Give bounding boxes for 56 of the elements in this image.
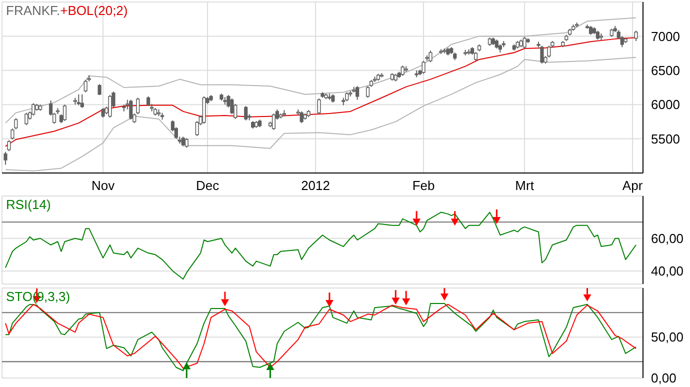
x-tick-label: Nov — [91, 178, 116, 194]
candlestick — [184, 138, 188, 148]
y-tick-label: 40,00 — [651, 264, 684, 279]
candlestick — [181, 136, 185, 147]
candlestick — [24, 112, 28, 126]
x-tick-label: Mrt — [515, 178, 534, 194]
x-tick-label: Feb — [412, 178, 435, 194]
candlestick — [129, 99, 133, 120]
candlestick — [98, 84, 102, 96]
point — [266, 363, 274, 370]
text: +BOL(20;2) — [60, 3, 128, 18]
candlestick — [7, 140, 11, 152]
point — [325, 300, 334, 308]
candlestick — [230, 98, 234, 115]
y-tick-label: 6000 — [651, 97, 680, 112]
candlestick — [356, 86, 360, 100]
y-tick-label: 0,00 — [651, 370, 676, 386]
point — [220, 299, 229, 306]
candlestick — [101, 108, 105, 118]
candlestick — [84, 79, 88, 93]
chart-title: FRANKF. — [6, 3, 60, 18]
candlestick — [522, 36, 526, 50]
candlestick — [62, 104, 67, 122]
point — [392, 298, 400, 305]
y-tick-label: 7000 — [651, 28, 680, 44]
point — [583, 294, 592, 302]
y-tick-label: 50,00 — [651, 330, 684, 345]
x-tick-label: Dec — [196, 178, 220, 194]
line-series — [4, 56, 637, 172]
point — [440, 294, 448, 300]
y-tick-label: 6500 — [651, 63, 680, 78]
x-tick-label: 2012 — [301, 178, 330, 194]
point — [182, 362, 191, 370]
x-tick-label: Apr — [622, 178, 644, 194]
text: RSI(14) — [6, 197, 51, 212]
candlestick — [366, 86, 370, 98]
candlestick — [272, 112, 276, 130]
candlestick — [4, 151, 8, 166]
candlestick — [428, 50, 432, 63]
candlestick — [244, 105, 248, 121]
candlestick — [317, 98, 321, 115]
candlestick — [300, 110, 304, 124]
point — [402, 298, 410, 306]
line-series — [4, 17, 637, 124]
candlestick — [76, 94, 80, 106]
candlestick — [422, 60, 426, 74]
candlestick — [32, 102, 36, 116]
y-tick-label: 5500 — [651, 131, 680, 146]
candlestick — [80, 94, 84, 109]
candlestick — [400, 65, 404, 76]
candlestick — [108, 94, 112, 118]
line-series — [4, 212, 637, 280]
candlestick — [540, 45, 544, 64]
candlestick — [634, 30, 638, 42]
y-tick-label: 60,00 — [651, 230, 684, 246]
candlestick — [136, 97, 140, 115]
